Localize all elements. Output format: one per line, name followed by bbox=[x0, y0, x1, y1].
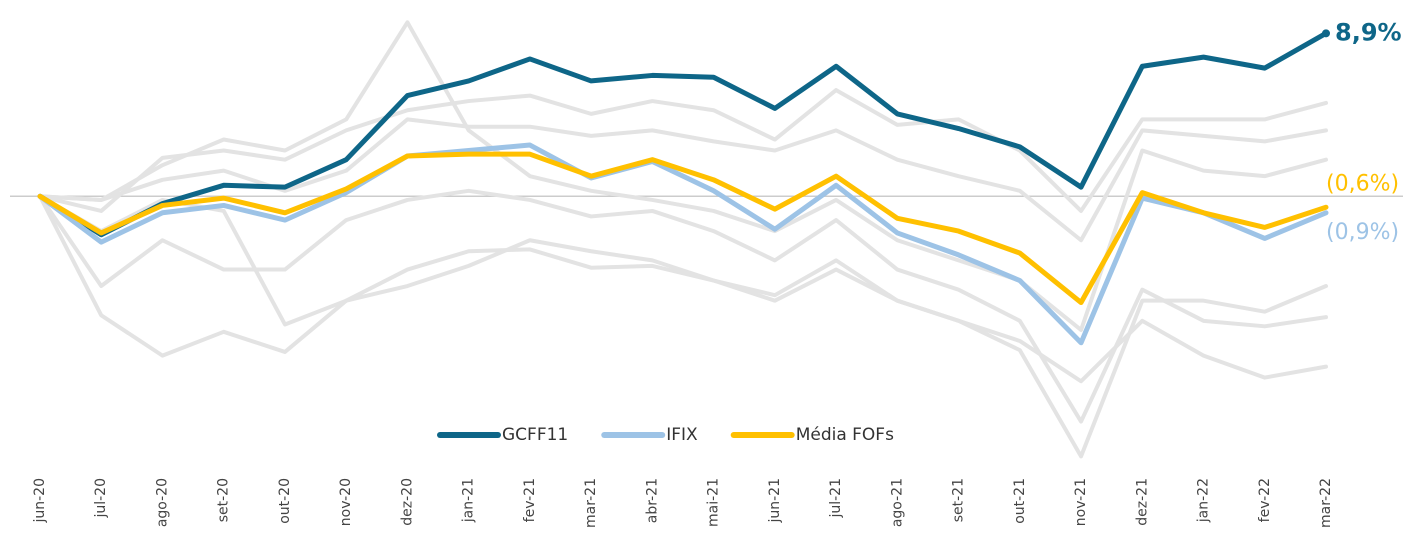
x-tick-label: set-20 bbox=[216, 478, 232, 522]
x-tick-label: jul-20 bbox=[93, 478, 109, 519]
x-tick-label: fev-21 bbox=[522, 478, 538, 522]
x-tick-label: jul-21 bbox=[828, 478, 844, 519]
x-tick-label: fev-22 bbox=[1257, 478, 1273, 522]
peer-line bbox=[38, 117, 1328, 243]
peer-line bbox=[38, 88, 1328, 213]
value-label: (0,9%) bbox=[1326, 220, 1399, 245]
x-tick-label: dez-21 bbox=[1134, 478, 1150, 526]
x-tick-label: jun-20 bbox=[32, 478, 48, 524]
x-tick-label: dez-20 bbox=[399, 478, 415, 526]
peer-line bbox=[38, 194, 1328, 459]
x-tick-label: mar-22 bbox=[1318, 478, 1334, 528]
x-tick-label: abr-21 bbox=[644, 478, 660, 523]
x-tick-label: jan-21 bbox=[461, 478, 477, 523]
legend-label: IFIX bbox=[666, 425, 698, 445]
end-point bbox=[1322, 29, 1330, 38]
x-tick-label: set-21 bbox=[951, 478, 967, 522]
x-tick-label: nov-21 bbox=[1073, 478, 1089, 526]
series-line bbox=[37, 142, 1329, 346]
legend-label: GCFF11 bbox=[502, 425, 568, 445]
x-tick-label: jun-21 bbox=[767, 478, 783, 524]
legend-label: Média FOFs bbox=[796, 425, 894, 445]
x-tick-label: nov-20 bbox=[338, 478, 354, 526]
series-line bbox=[37, 151, 1329, 306]
x-tick-label: out-20 bbox=[277, 478, 293, 524]
value-label: 8,9% bbox=[1335, 18, 1402, 46]
peer-line bbox=[38, 20, 1328, 332]
x-tick-label: ago-21 bbox=[889, 478, 905, 527]
x-tick-label: mai-21 bbox=[706, 478, 722, 527]
value-label: (0,6%) bbox=[1326, 171, 1399, 196]
series-line bbox=[37, 30, 1329, 238]
x-tick-label: jan-22 bbox=[1196, 478, 1212, 523]
x-tick-label: ago-20 bbox=[154, 478, 170, 527]
x-tick-label: out-21 bbox=[1012, 478, 1028, 524]
x-tick-label: mar-21 bbox=[583, 478, 599, 528]
